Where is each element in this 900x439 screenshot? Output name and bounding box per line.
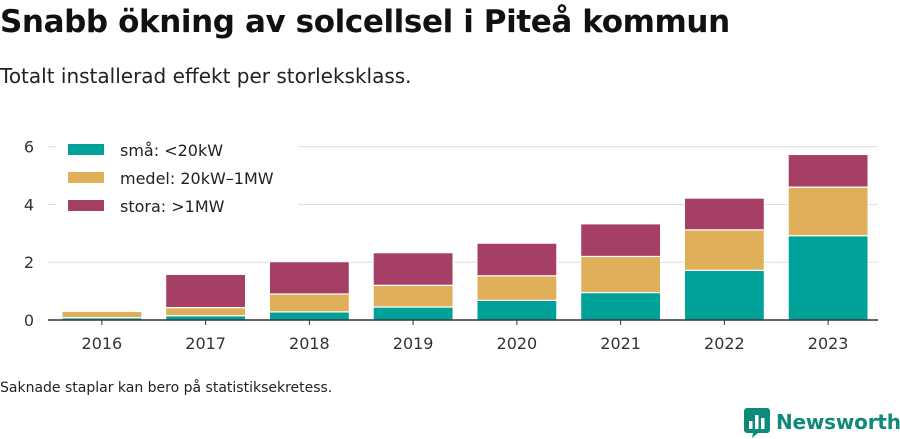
bar-segment [476, 275, 558, 301]
legend-swatch [68, 200, 104, 211]
x-tick-label: 2021 [600, 334, 641, 353]
x-tick-label: 2022 [704, 334, 745, 353]
bar-segment [268, 293, 350, 313]
x-tick-label: 2018 [289, 334, 330, 353]
x-tick-label: 2017 [185, 334, 226, 353]
bar-segment [165, 306, 247, 317]
y-tick-label: 4 [24, 195, 34, 214]
legend-swatch [68, 172, 104, 183]
chart-title: Snabb ökning av solcellsel i Piteå kommu… [0, 4, 730, 40]
stacked-bar-chart: 0 2 4 6 2016 2017 2018 2019 2020 2021 2022 2023 små:… [24, 130, 878, 353]
y-tick-label: 6 [24, 138, 34, 157]
bar-segment [580, 291, 662, 321]
bar-segment [372, 284, 454, 308]
bar-segment [787, 186, 869, 237]
chart-subtitle: Totalt installerad effekt per storlekskl… [0, 64, 412, 88]
brand-name: Newsworthy [776, 410, 900, 434]
bar-segment [372, 306, 454, 321]
bar-segment [268, 261, 350, 295]
x-tick-label: 2023 [808, 334, 849, 353]
y-tick-label: 0 [24, 311, 34, 330]
bar-segment [580, 223, 662, 258]
legend-swatch [68, 144, 104, 155]
bar-segment [683, 269, 765, 321]
bar-segment [476, 299, 558, 321]
bar-segment [787, 153, 869, 188]
bar-segment [61, 310, 143, 319]
legend-label: medel: 20kW–1MW [120, 169, 274, 188]
bar-segment [683, 229, 765, 271]
newsworthy-logo: Newsworthy [744, 406, 900, 438]
bar-segment [165, 273, 247, 309]
bar-segment [580, 255, 662, 294]
legend-label: små: <20kW [120, 141, 223, 160]
x-tick-label: 2016 [82, 334, 123, 353]
legend-label: stora: >1MW [120, 197, 225, 216]
bar-segment [372, 252, 454, 286]
bar-chart-logo-icon [744, 408, 770, 438]
x-tick-label: 2020 [497, 334, 538, 353]
bar-segment [476, 242, 558, 277]
bar-segment [787, 235, 869, 321]
y-tick-label: 2 [24, 253, 34, 272]
bar-segment [683, 197, 765, 231]
bar-segment [268, 311, 350, 321]
footnote: Saknade staplar kan bero på statistiksek… [0, 380, 333, 396]
x-tick-label: 2019 [393, 334, 434, 353]
